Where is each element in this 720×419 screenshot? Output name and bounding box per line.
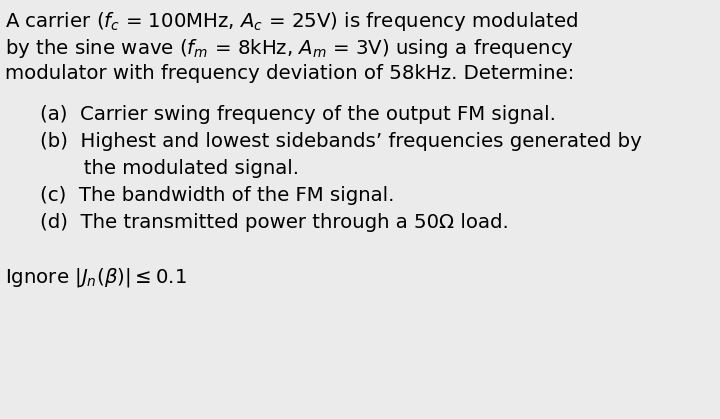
Text: (a)  Carrier swing frequency of the output FM signal.: (a) Carrier swing frequency of the outpu… — [40, 105, 556, 124]
Text: (d)  The transmitted power through a 50Ω load.: (d) The transmitted power through a 50Ω … — [40, 213, 509, 232]
Text: (c)  The bandwidth of the FM signal.: (c) The bandwidth of the FM signal. — [40, 186, 395, 205]
Text: A carrier ($f_c$ = 100MHz, $A_c$ = 25V) is frequency modulated: A carrier ($f_c$ = 100MHz, $A_c$ = 25V) … — [5, 10, 578, 33]
Text: modulator with frequency deviation of 58kHz. Determine:: modulator with frequency deviation of 58… — [5, 64, 575, 83]
Text: (b)  Highest and lowest sidebands’ frequencies generated by: (b) Highest and lowest sidebands’ freque… — [40, 132, 642, 151]
Text: the modulated signal.: the modulated signal. — [40, 159, 299, 178]
Text: Ignore $|J_n(\beta)| \leq 0.1$: Ignore $|J_n(\beta)| \leq 0.1$ — [5, 266, 186, 289]
Text: by the sine wave ($f_m$ = 8kHz, $A_m$ = 3V) using a frequency: by the sine wave ($f_m$ = 8kHz, $A_m$ = … — [5, 37, 574, 60]
